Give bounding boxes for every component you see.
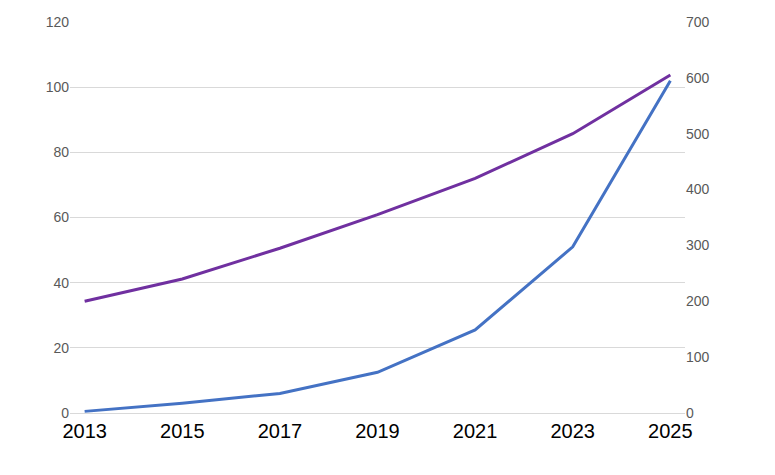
svg-text:100: 100 <box>686 349 710 365</box>
svg-text:2013: 2013 <box>62 420 107 442</box>
svg-text:40: 40 <box>53 275 69 291</box>
svg-text:0: 0 <box>61 405 69 421</box>
svg-text:2017: 2017 <box>258 420 303 442</box>
svg-text:500: 500 <box>686 126 710 142</box>
svg-text:60: 60 <box>53 209 69 225</box>
svg-text:400: 400 <box>686 181 710 197</box>
svg-text:2025: 2025 <box>648 420 693 442</box>
svg-text:2021: 2021 <box>453 420 498 442</box>
svg-text:700: 700 <box>686 14 710 30</box>
svg-text:2019: 2019 <box>355 420 400 442</box>
svg-text:0: 0 <box>686 405 694 421</box>
svg-text:100: 100 <box>46 79 70 95</box>
svg-text:2015: 2015 <box>160 420 205 442</box>
svg-text:20: 20 <box>53 340 69 356</box>
svg-text:2023: 2023 <box>550 420 595 442</box>
svg-text:200: 200 <box>686 293 710 309</box>
svg-text:80: 80 <box>53 144 69 160</box>
svg-text:600: 600 <box>686 70 710 86</box>
svg-text:120: 120 <box>46 14 70 30</box>
svg-text:300: 300 <box>686 237 710 253</box>
